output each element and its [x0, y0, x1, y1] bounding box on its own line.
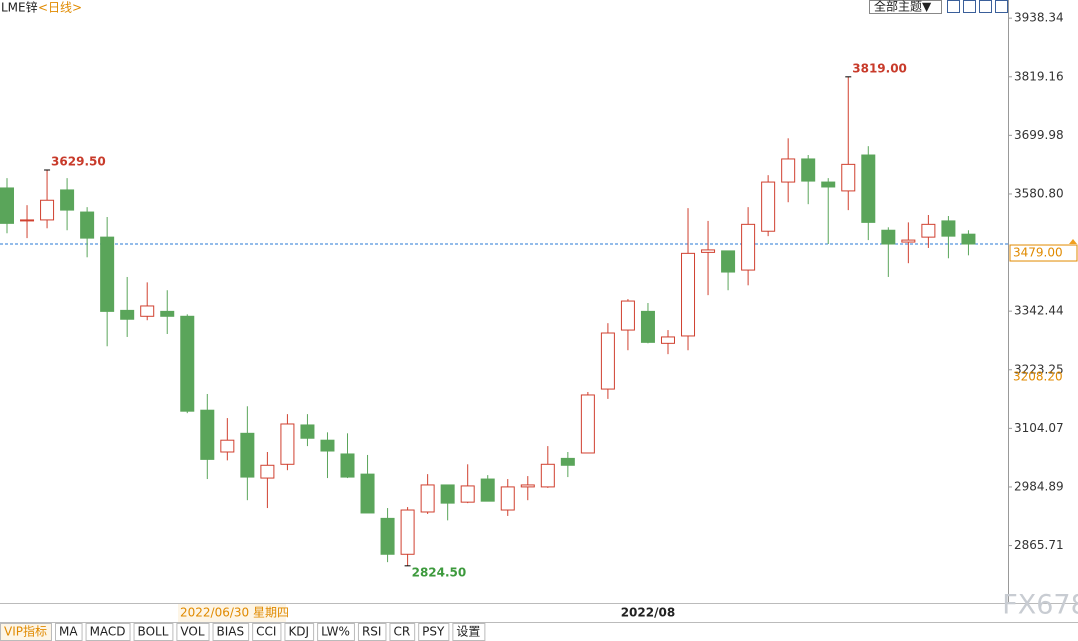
tab-label[interactable]: PSY	[422, 625, 445, 639]
candle-body	[741, 223, 756, 271]
tab-label[interactable]: BIAS	[217, 625, 245, 639]
candle-body	[480, 478, 495, 502]
candle-body	[260, 464, 275, 479]
candle-body	[941, 220, 956, 237]
candle-body	[620, 300, 635, 331]
candle-body	[761, 181, 776, 232]
candle-body	[560, 457, 575, 466]
tab-label[interactable]: VIP指标	[4, 624, 47, 639]
cursor-label: 2022/06/30 星期四	[180, 606, 289, 620]
extreme-label: 3819.00	[852, 61, 907, 75]
candle-body	[540, 463, 555, 488]
y-tick-label: 2865.71	[1014, 538, 1064, 552]
tab-label[interactable]: MA	[59, 625, 78, 639]
icon[interactable]	[963, 0, 976, 13]
theme-button-label[interactable]: 全部主题▼	[874, 0, 932, 14]
candle-body	[40, 199, 55, 221]
x-tick-label: 2022/08	[621, 606, 675, 620]
y-tick-label: 3104.07	[1014, 421, 1064, 435]
candle-body	[881, 229, 896, 245]
candle-body	[821, 181, 836, 188]
candle-body	[140, 305, 155, 317]
candle-body	[340, 453, 355, 478]
candle-body	[520, 484, 535, 488]
candle-body	[20, 219, 35, 222]
candle-body	[660, 336, 675, 344]
candle-body	[120, 309, 135, 320]
candle-body	[500, 486, 515, 511]
candle-body	[180, 315, 195, 412]
theme-button[interactable]	[869, 0, 942, 14]
candle-body	[420, 484, 435, 513]
candle-body	[360, 473, 375, 514]
toolbar-icons	[947, 0, 1008, 13]
tab-label[interactable]: 设置	[456, 625, 480, 639]
chart-title: LME锌	[1, 1, 38, 15]
candle-body	[160, 310, 175, 317]
candle-body	[100, 236, 115, 312]
candle-body	[681, 252, 696, 337]
candle-body	[600, 332, 615, 390]
last-price-box	[1009, 244, 1078, 262]
candle-body	[781, 158, 796, 183]
marker-price-label: 3208.20	[1013, 370, 1063, 384]
candle-body	[460, 485, 475, 503]
candle-body	[580, 394, 595, 454]
y-tick-label: 3342.44	[1014, 304, 1064, 318]
tab-label[interactable]: CR	[393, 625, 410, 639]
candle-body	[220, 439, 235, 453]
candle-body	[901, 239, 916, 243]
candle-body	[280, 423, 295, 465]
tab-label[interactable]: KDJ	[288, 625, 309, 639]
candle-body	[721, 250, 736, 273]
cursor-label-bg	[178, 604, 286, 622]
candle-body	[640, 310, 655, 343]
y-tick-label: 3819.16	[1014, 69, 1064, 83]
candle-body	[440, 484, 455, 504]
extreme-label: 3629.50	[51, 155, 106, 169]
candle-body	[60, 189, 75, 211]
candle-body	[0, 187, 14, 224]
icon[interactable]	[995, 0, 1008, 13]
tab-label[interactable]: BOLL	[138, 625, 169, 639]
candle-body	[200, 409, 215, 460]
tab-label[interactable]: MACD	[90, 625, 126, 639]
y-tick-label: 3223.25	[1014, 362, 1064, 376]
candle-body	[841, 163, 856, 192]
y-tick-label: 2984.89	[1014, 479, 1064, 493]
candle-body	[380, 517, 395, 555]
watermark: FX678	[1002, 590, 1078, 621]
candle-body	[701, 249, 716, 253]
tab-label[interactable]: VOL	[180, 625, 204, 639]
y-tick-label: 3699.98	[1014, 128, 1064, 142]
candle-body	[861, 154, 876, 223]
tab-label[interactable]: LW%	[321, 625, 350, 639]
candle-body	[80, 211, 95, 239]
tab-label[interactable]: RSI	[362, 625, 382, 639]
last-price-label: 3479.00	[1013, 246, 1063, 260]
candle-body	[320, 439, 335, 452]
candle-body	[300, 424, 315, 439]
candle-body	[400, 509, 415, 555]
chart-subtitle: <日线>	[38, 1, 82, 15]
tab-label[interactable]: CCI	[256, 625, 276, 639]
icon[interactable]	[947, 0, 960, 13]
y-tick-label: 3938.34	[1014, 11, 1064, 25]
last-price-marker	[1069, 239, 1077, 245]
icon[interactable]	[979, 0, 992, 13]
candle-body	[801, 158, 816, 182]
y-tick-label: 3580.80	[1014, 186, 1064, 200]
candle-body	[961, 233, 976, 245]
extreme-label: 2824.50	[412, 565, 467, 579]
candle-body	[240, 432, 255, 478]
candle-body	[921, 223, 936, 238]
